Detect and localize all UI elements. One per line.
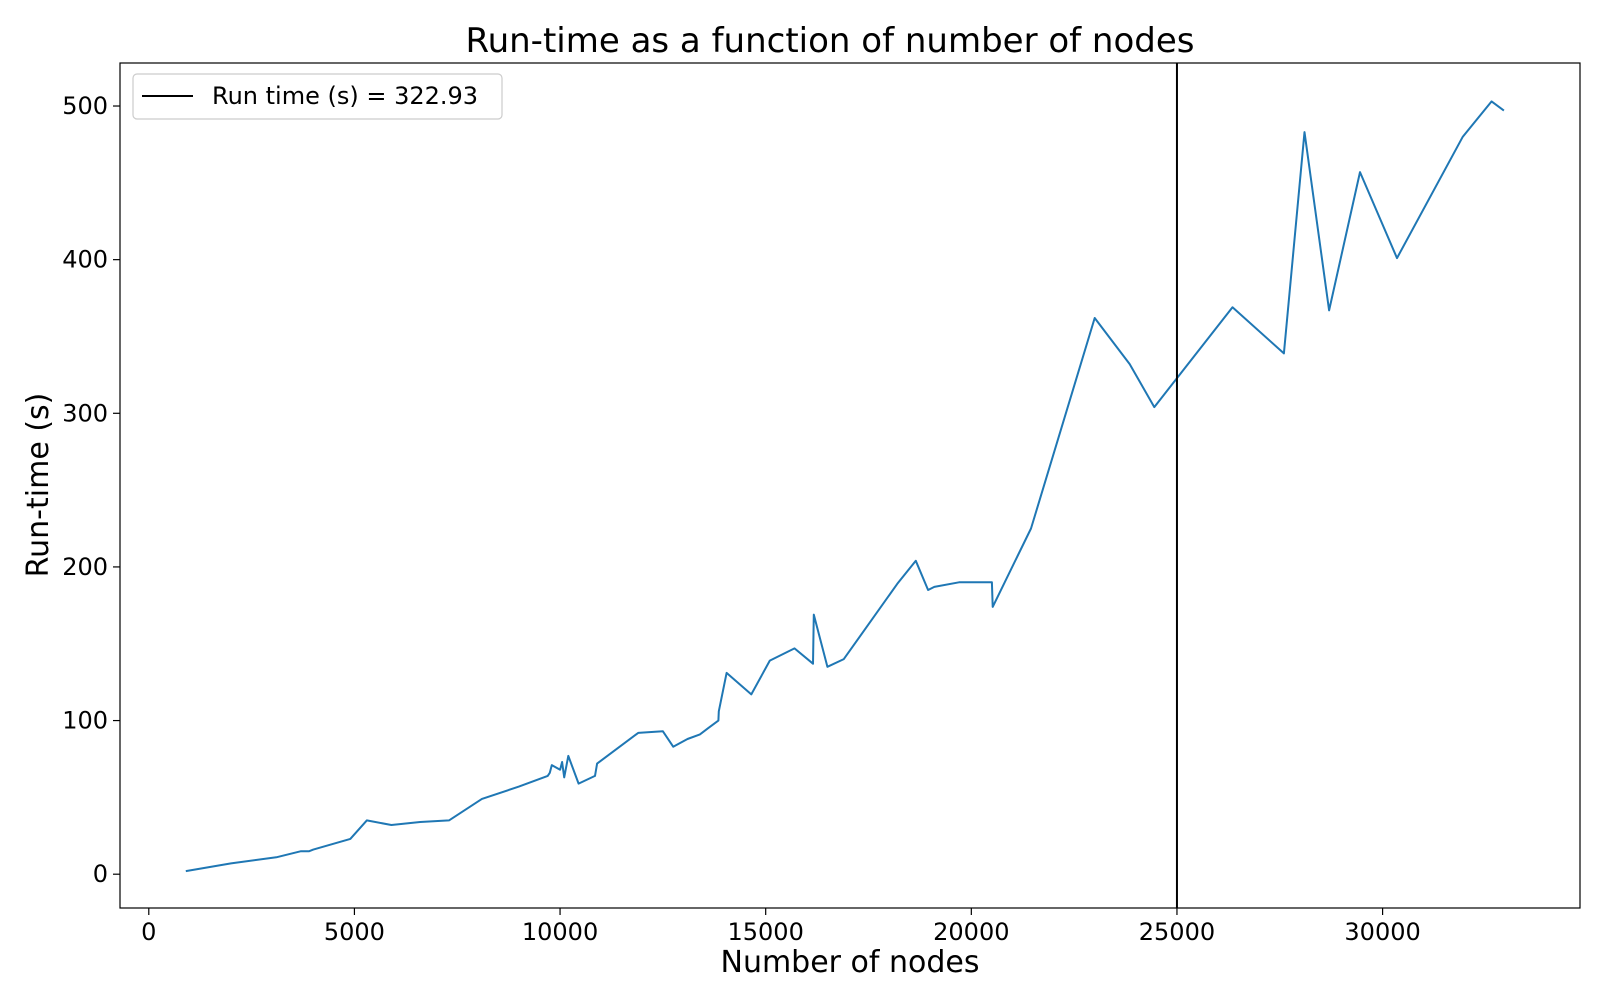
legend-box: [132, 73, 503, 120]
x-tick-label: 15000: [728, 918, 804, 946]
x-tick-label: 25000: [1139, 918, 1215, 946]
x-tick-label: 30000: [1344, 918, 1420, 946]
series-line-runtime: [185, 100, 1505, 873]
y-tick-label: 100: [62, 707, 108, 735]
x-axis: 0 5000 10000 15000 20000 25000 30000: [141, 908, 1421, 946]
chart-title: Run-time as a function of number of node…: [465, 21, 1194, 61]
y-tick-label: 400: [62, 246, 108, 274]
legend-label: Run time (s) = 322.93: [212, 82, 478, 110]
x-tick-label: 0: [141, 918, 156, 946]
x-tick-label: 20000: [933, 918, 1009, 946]
y-tick-label: 0: [93, 860, 108, 888]
x-tick-label: 5000: [324, 918, 385, 946]
y-tick-label: 300: [62, 399, 108, 427]
y-axis-label: Run-time (s): [21, 393, 56, 578]
plot-frame: [119, 62, 1581, 909]
y-tick-label: 200: [62, 553, 108, 581]
x-tick-label: 10000: [522, 918, 598, 946]
plot-area: [185, 63, 1505, 908]
legend: Run time (s) = 322.93: [132, 73, 503, 120]
x-axis-label: Number of nodes: [721, 945, 980, 980]
y-axis: 0 100 200 300 400 500: [62, 92, 120, 888]
y-tick-label: 500: [62, 92, 108, 120]
